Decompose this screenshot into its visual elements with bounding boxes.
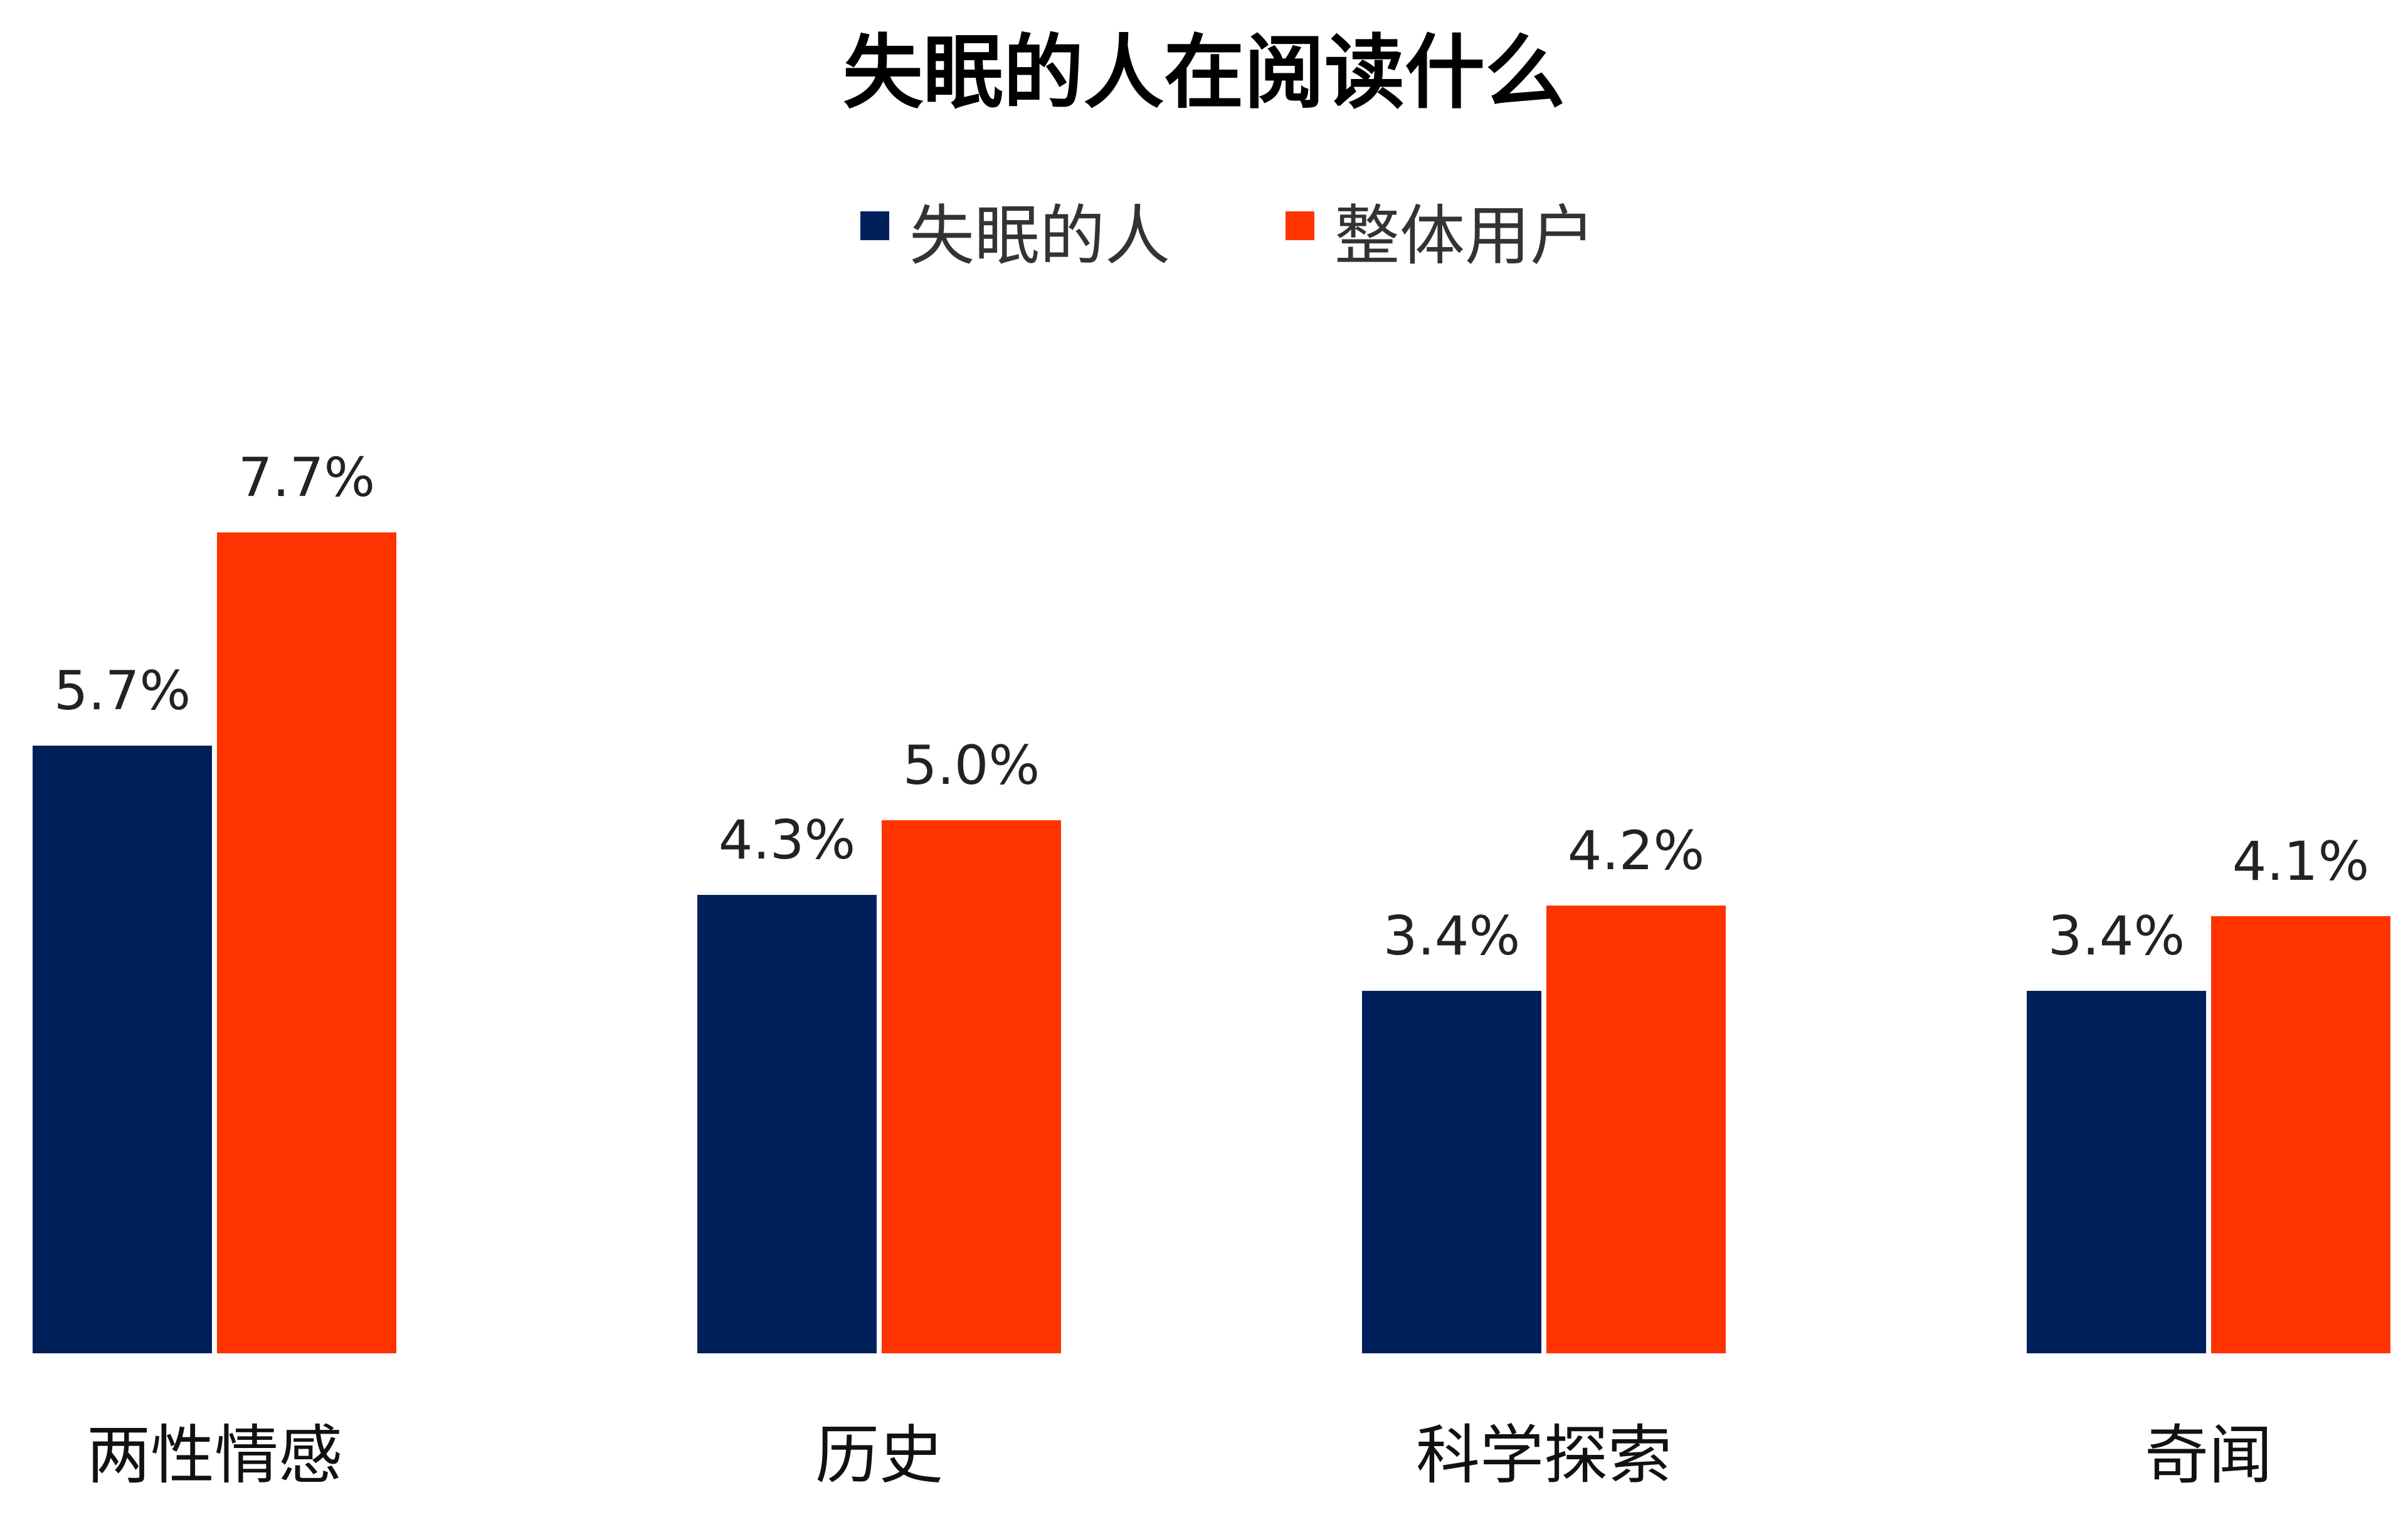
data-label-series-2-3: 4.1% <box>2232 830 2370 893</box>
data-label-series-1-0: 5.7% <box>54 660 191 722</box>
data-label-series-2-0: 7.7% <box>238 447 376 509</box>
data-label-series-2-2: 4.2% <box>1568 820 1705 882</box>
x-tick-label-3: 奇闻 <box>2145 1419 2273 1493</box>
bar-series-2-2 <box>1546 906 1726 1353</box>
data-label-series-1-2: 3.4% <box>1383 905 1521 968</box>
bar-series-1-3 <box>2027 991 2206 1353</box>
legend-swatch-series-1 <box>860 211 889 240</box>
data-label-series-1-3: 3.4% <box>2048 905 2185 968</box>
x-tick-label-1: 历史 <box>815 1419 943 1493</box>
legend: 失眠的人 整体用户 <box>860 198 1595 274</box>
legend-label-series-2: 整体用户 <box>1334 198 1595 274</box>
data-label-series-1-1: 4.3% <box>719 809 856 872</box>
bars <box>33 532 2390 1353</box>
x-tick-label-2: 科学探索 <box>1416 1419 1672 1493</box>
x-tick-label-0: 两性情感 <box>87 1419 342 1493</box>
bar-series-1-1 <box>697 895 877 1353</box>
bar-series-1-2 <box>1362 991 1541 1353</box>
category-labels: 两性情感 历史 科学探索 奇闻 <box>87 1419 2273 1493</box>
legend-swatch-series-2 <box>1286 211 1314 240</box>
bar-series-2-3 <box>2211 916 2390 1353</box>
legend-label-series-1: 失眠的人 <box>909 198 1170 274</box>
value-labels: 5.7% 7.7% 4.3% 5.0% 3.4% 4.2% 3.4% 4.1% <box>54 447 2370 968</box>
bar-series-2-0 <box>217 532 396 1353</box>
data-label-series-2-1: 5.0% <box>903 734 1040 797</box>
bar-series-1-0 <box>33 746 212 1353</box>
bar-series-2-1 <box>882 820 1061 1353</box>
chart-title: 失眠的人在阅读什么 <box>843 26 1565 120</box>
